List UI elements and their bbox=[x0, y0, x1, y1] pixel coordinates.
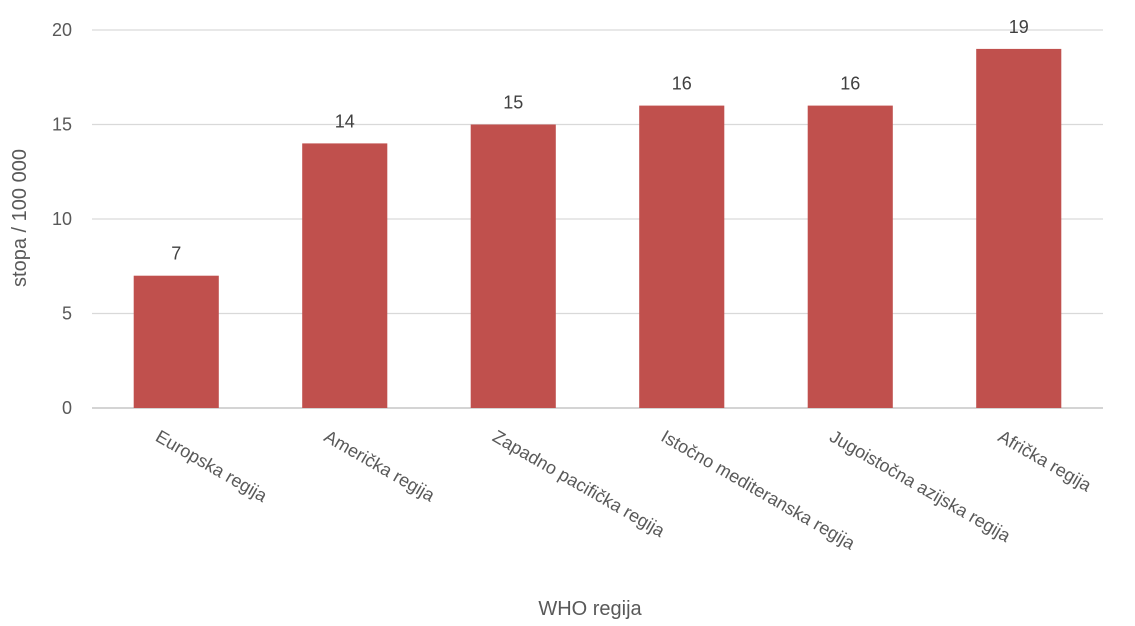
data-label: 14 bbox=[335, 111, 355, 131]
bar bbox=[133, 275, 219, 408]
data-label: 15 bbox=[503, 93, 523, 113]
data-labels: 7 14 15 16 16 19 bbox=[171, 17, 1029, 264]
y-tick-label: 15 bbox=[52, 115, 72, 135]
bar bbox=[302, 143, 388, 408]
data-label: 16 bbox=[840, 74, 860, 94]
y-axis-title: stopa / 100 000 bbox=[9, 149, 31, 287]
x-tick-label: Zapadno pacifička regija bbox=[489, 426, 669, 541]
data-label: 7 bbox=[171, 244, 181, 264]
y-tick-label: 0 bbox=[62, 398, 72, 418]
bar bbox=[807, 105, 893, 408]
y-tick-labels: 0 5 10 15 20 bbox=[52, 20, 72, 418]
bar bbox=[470, 124, 556, 408]
y-tick-label: 10 bbox=[52, 209, 72, 229]
x-tick-label: Afrička regija bbox=[995, 426, 1096, 496]
x-axis-title: WHO regija bbox=[538, 598, 642, 620]
x-tick-label: Europska regija bbox=[152, 426, 271, 506]
gridlines bbox=[92, 29, 1103, 409]
data-label: 16 bbox=[672, 74, 692, 94]
x-tick-label: Američka regija bbox=[321, 426, 439, 506]
bar bbox=[639, 105, 725, 408]
x-tick-label: Jugoistočna azijska regija bbox=[826, 426, 1014, 546]
y-tick-label: 20 bbox=[52, 20, 72, 40]
x-tick-labels: Europska regija Američka regija Zapadno pa… bbox=[152, 426, 1095, 554]
bars bbox=[133, 48, 1062, 409]
data-label: 19 bbox=[1009, 17, 1029, 37]
x-tick-label: Istočno mediteranska regija bbox=[658, 426, 859, 554]
y-tick-label: 5 bbox=[62, 304, 72, 324]
bar bbox=[976, 48, 1062, 409]
